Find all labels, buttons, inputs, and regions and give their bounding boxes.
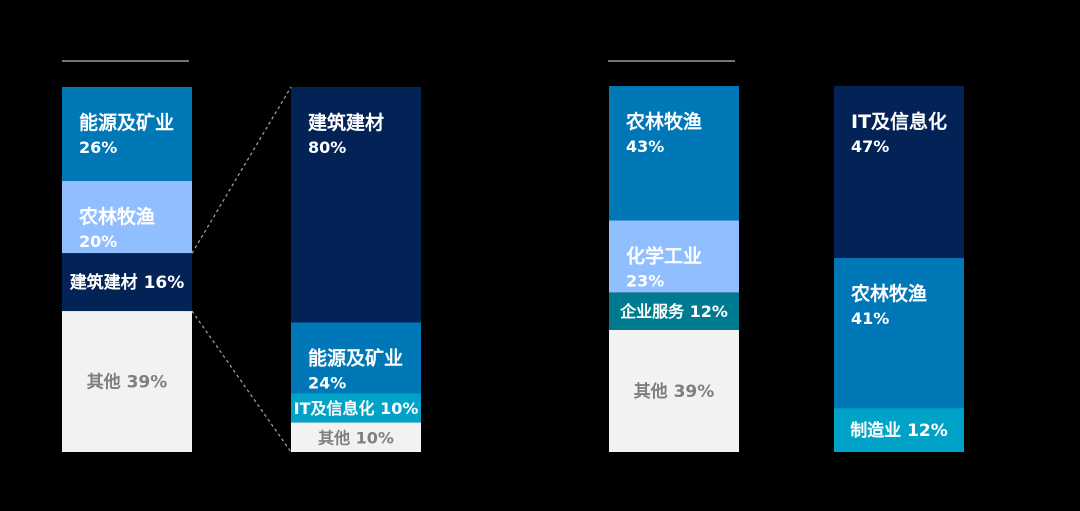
bar-1-segment-1 (62, 87, 192, 181)
bar-1-segment-4-label: 其他 39% (87, 372, 168, 393)
bar-1-segment-2-value-label: 20% (79, 232, 117, 251)
bar-3-segment-1 (609, 86, 739, 221)
bar-2-segment-4-label: 其他 10% (318, 428, 394, 447)
bar-2-segment-3 (291, 393, 421, 423)
connector-line-2 (191, 310, 292, 453)
bar-1-segment-1-value-label: 26% (79, 138, 117, 157)
bar-2-segment-2 (291, 322, 421, 394)
bar-2-segment-4 (291, 422, 421, 452)
bar-4-segment-3-label: 制造业 12% (850, 420, 948, 441)
bar-2-segment-2-value-label: 24% (308, 373, 346, 392)
bar-1-segment-1-label: 能源及矿业 (79, 111, 174, 134)
bar-4-segment-1 (834, 86, 964, 259)
bar-4-segment-3 (834, 408, 964, 452)
bar-3-segment-3 (609, 292, 739, 330)
bar-4-segment-2 (834, 258, 964, 409)
bar-2-segment-1-label: 建筑建材 (308, 111, 384, 134)
bar-2-segment-3-label: IT及信息化 10% (294, 399, 419, 418)
bar-4-segment-1-value-label: 47% (851, 137, 889, 156)
bar-3-segment-3-label: 企业服务 12% (619, 302, 728, 321)
bar-1-segment-3-label: 建筑建材 16% (70, 272, 185, 293)
bar-4-segment-2-value-label: 41% (851, 309, 889, 328)
bar-3-segment-4 (609, 330, 739, 452)
bar-1-segment-2 (62, 180, 192, 254)
bar-2-segment-2-label: 能源及矿业 (308, 346, 403, 369)
bar-1-segment-3 (62, 253, 192, 312)
bar-3-segment-4-label: 其他 39% (634, 381, 715, 402)
bar-3-segment-2-value-label: 23% (626, 272, 664, 291)
bar-4: IT及信息化 47% 农林牧渔 41% 制造业 12% (834, 86, 964, 452)
bar-2-segment-1 (291, 87, 421, 323)
bar-3-segment-2-label: 化学工业 (626, 245, 702, 268)
bar-1-segment-2-label: 农林牧渔 (78, 205, 155, 228)
bar-2: 建筑建材 80% 能源及矿业 24% IT及信息化 10% 其他 10% (291, 87, 421, 452)
bar-1-segment-4 (62, 311, 192, 452)
bar-3: 农林牧渔 43% 化学工业 23% 企业服务 12% 其他 39% (609, 86, 739, 452)
bar-4-segment-1-label: IT及信息化 (851, 110, 947, 133)
bar-4-segment-2-label: 农林牧渔 (850, 282, 927, 305)
bar-3-segment-2 (609, 220, 739, 293)
bar-1: 能源及矿业 26% 农林牧渔 20% 建筑建材 16% 其他 39% (62, 87, 192, 452)
bar-3-segment-1-value-label: 43% (626, 137, 664, 156)
bar-3-segment-1-label: 农林牧渔 (625, 110, 702, 133)
connector-line-1 (191, 86, 292, 254)
bar-2-segment-1-value-label: 80% (308, 138, 346, 157)
